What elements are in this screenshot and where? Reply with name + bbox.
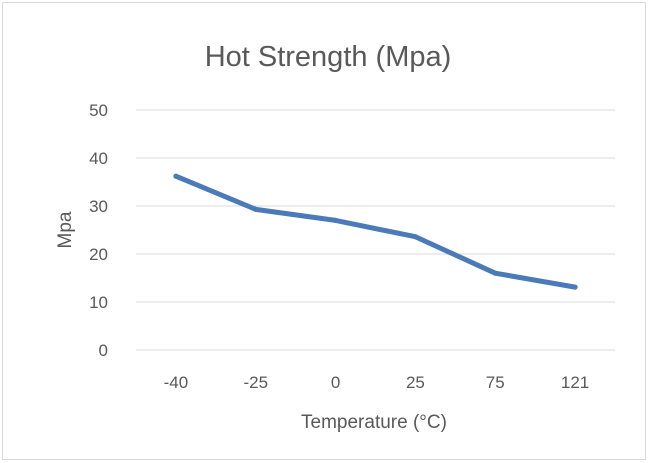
x-tick-label: 0: [331, 373, 340, 392]
x-tick-label: -40: [164, 373, 189, 392]
y-tick-label: 30: [89, 197, 108, 216]
y-tick-label: 0: [99, 341, 108, 360]
series-line-segment: [412, 234, 498, 276]
data-point: [492, 270, 498, 276]
y-axis-title: Mpa: [55, 211, 76, 248]
x-tick-label: -25: [243, 373, 268, 392]
x-tick-label: 25: [406, 373, 425, 392]
data-point: [333, 217, 339, 223]
x-axis-title: Temperature (°C): [301, 412, 447, 433]
data-point: [572, 284, 578, 290]
gridlines: [136, 109, 615, 351]
series-line-segment: [492, 270, 578, 290]
data-point: [412, 234, 418, 240]
series-line-segment: [173, 173, 259, 212]
y-tick-label: 40: [89, 149, 108, 168]
y-axis-tick-labels: 0 10 20 30 40 50: [89, 101, 108, 360]
y-tick-label: 10: [89, 293, 108, 312]
chart-title: Hot Strength (Mpa): [205, 41, 452, 73]
y-tick-label: 20: [89, 245, 108, 264]
x-axis-tick-labels: -40 -25 0 25 75 121: [164, 373, 590, 392]
data-point: [253, 206, 259, 212]
series-line-segment: [253, 206, 339, 223]
data-point: [173, 173, 179, 179]
y-tick-label: 50: [89, 101, 108, 120]
x-tick-label: 121: [561, 373, 589, 392]
series-layer: [173, 173, 578, 290]
x-tick-label: 75: [486, 373, 505, 392]
series-line-segment: [333, 217, 418, 240]
